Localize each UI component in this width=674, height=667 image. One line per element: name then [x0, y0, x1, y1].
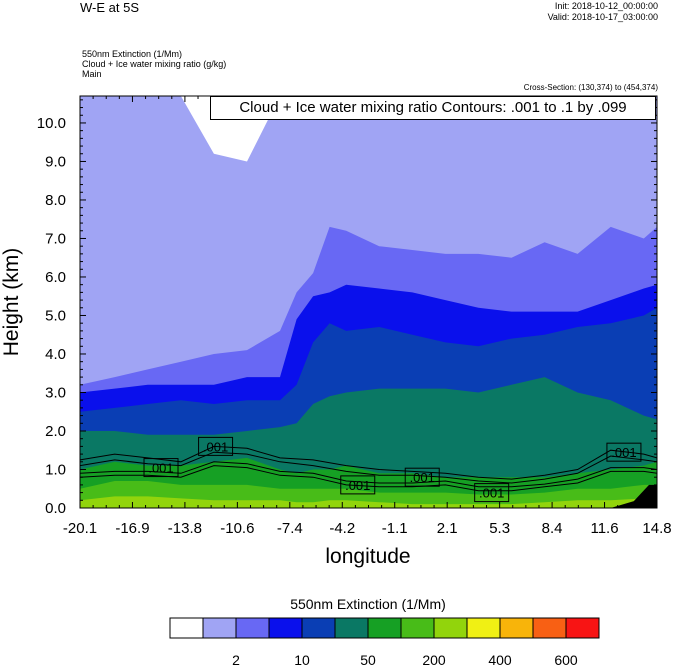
contour-label: .001 [203, 439, 228, 454]
y-axis-label: Height (km) [0, 248, 23, 357]
contour-label-box [474, 483, 510, 503]
colorbar-box [235, 617, 270, 639]
x-tick-label: 8.4 [542, 520, 563, 537]
contour-label: .001 [148, 461, 173, 476]
y-tick-label: 2.0 [45, 423, 66, 440]
x-tick-label: -10.6 [220, 520, 254, 537]
field-description: 550nm Extinction (1/Mm) Cloud + Ice wate… [82, 49, 226, 79]
colorbar: 2 10 50 200 400 600 [169, 617, 600, 667]
contour-label-box [404, 467, 440, 487]
colorbar-tick-label: 400 [488, 652, 512, 667]
colorbar-tick-label: 10 [294, 652, 310, 667]
colorbar-box [268, 617, 303, 639]
init-time: Init: 2018-10-12_00:00:00 [554, 1, 658, 11]
x-tick-label: 14.8 [642, 520, 671, 537]
cross-section-label: Cross-Section: (130,374) to (454,374) [523, 83, 658, 92]
x-tick-label: 5.3 [489, 520, 510, 537]
y-tick-label: 1.0 [45, 461, 66, 478]
x-tick-label: -16.9 [115, 520, 149, 537]
y-tick-label: 9.0 [45, 153, 66, 170]
colorbar-tick-label: 600 [554, 652, 578, 667]
x-axis-label: longitude [325, 545, 410, 568]
x-axis: -20.1 -16.9 -13.8 -10.6 -7.4 -4.2 -1.1 2.1 5.3 8.… [63, 96, 672, 537]
colorbar-box [532, 617, 567, 639]
colorbar-title: 550nm Extinction (1/Mm) [290, 596, 446, 612]
colorbar-box [334, 617, 369, 639]
x-tick-label: -20.1 [63, 520, 97, 537]
y-tick-label: 4.0 [45, 346, 66, 363]
colorbar-box [565, 617, 600, 639]
contour-label-box [340, 475, 376, 495]
colorbar-box [202, 617, 237, 639]
colorbar-box [169, 617, 204, 639]
colorbar-box [301, 617, 336, 639]
colorbar-tick-label: 200 [422, 652, 446, 667]
y-tick-label: 6.0 [45, 269, 66, 286]
extinction-fill-layer [80, 96, 657, 508]
y-axis: 0.0 1.0 2.0 3.0 4.0 5.0 6.0 7.0 8.0 9.0 10.0 [37, 99, 657, 517]
cloud-contour-inner [80, 451, 657, 488]
time-info: Init: 2018-10-12_00:00:00 Valid: 2018-10… [548, 1, 658, 23]
contour-label-box [198, 436, 234, 456]
contour-info-box: Cloud + Ice water mixing ratio Contours:… [210, 96, 656, 120]
contour-label: .001 [479, 486, 504, 501]
colorbar-box [433, 617, 468, 639]
colorbar-box [466, 617, 501, 639]
field-line-domain: Main [82, 69, 102, 79]
colorbar-tick-label: 2 [232, 652, 240, 667]
contour-label: .001 [345, 478, 370, 493]
contour-label-box [143, 458, 179, 478]
contour-label: .001 [410, 470, 435, 485]
colorbar-box [499, 617, 534, 639]
x-tick-label: -1.1 [382, 520, 408, 537]
contour-label-layer: .001 .001 .001 .001 .001 .001 [143, 436, 642, 503]
x-tick-label: -13.8 [168, 520, 202, 537]
colorbar-box [367, 617, 402, 639]
x-tick-label: -7.4 [277, 520, 303, 537]
plot-title: W-E at 5S [80, 0, 140, 15]
x-tick-label: 11.6 [590, 520, 618, 537]
y-tick-label: 3.0 [45, 384, 66, 401]
y-tick-label: 7.0 [45, 230, 66, 247]
cloud-contour-outer [80, 445, 657, 492]
field-line-extinction: 550nm Extinction (1/Mm) [82, 49, 183, 59]
y-tick-label: 0.0 [45, 500, 66, 517]
colorbar-box [400, 617, 435, 639]
y-tick-label: 10.0 [37, 115, 66, 132]
field-line-mixing-ratio: Cloud + Ice water mixing ratio (g/kg) [82, 59, 227, 69]
valid-time: Valid: 2018-10-17_03:00:00 [547, 12, 658, 22]
contour-label-box [606, 442, 642, 462]
y-tick-label: 8.0 [45, 192, 66, 209]
y-tick-label: 5.0 [45, 307, 66, 324]
masked-terrain [610, 484, 657, 508]
cloud-contour-layer [80, 445, 657, 492]
x-tick-label: -4.2 [329, 520, 355, 537]
colorbar-tick-label: 50 [360, 652, 376, 667]
x-tick-label: 2.1 [437, 520, 458, 537]
contour-label: .001 [611, 445, 636, 460]
